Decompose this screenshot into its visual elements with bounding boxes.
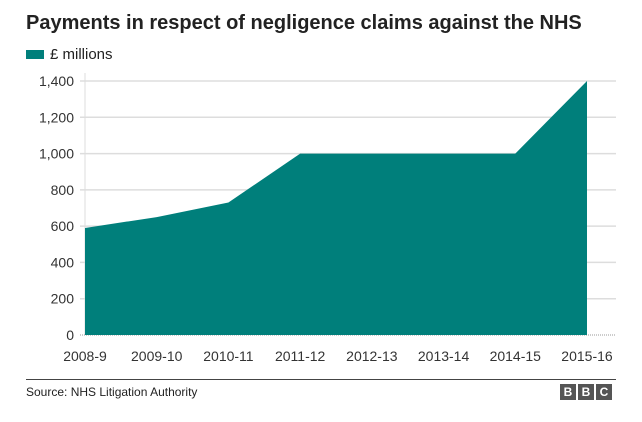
y-tick-label: 600 (51, 218, 75, 234)
area-chart: 0 200 400 600 800 1,000 1,200 1,400 2008-9 2009-1… (39, 73, 616, 364)
y-tick-label: 1,000 (39, 146, 74, 162)
source-text: Source: NHS Litigation Authority (26, 385, 198, 399)
y-tick-label: 0 (66, 327, 74, 343)
x-tick-label: 2014-15 (490, 348, 542, 364)
x-tick-label: 2010-11 (203, 348, 254, 364)
bbc-logo-letter: B (578, 384, 594, 400)
y-tick-label: 200 (51, 291, 75, 307)
y-tick-label: 1,400 (39, 73, 74, 89)
x-tick-label: 2008-9 (63, 348, 107, 364)
bbc-logo-letter: C (596, 384, 612, 400)
footer-divider (26, 379, 616, 380)
bbc-logo: B B C (560, 384, 612, 400)
legend: £ millions (26, 46, 113, 63)
x-tick-label: 2015-16 (561, 348, 613, 364)
y-tick-label: 400 (51, 254, 75, 270)
y-tick-label: 1,200 (39, 109, 74, 125)
bbc-logo-letter: B (560, 384, 576, 400)
x-tick-label: 2013-14 (418, 348, 470, 364)
area-series (85, 81, 587, 335)
chart-title: Payments in respect of negligence claims… (26, 12, 582, 34)
x-tick-label: 2012-13 (346, 348, 398, 364)
y-tick-label: 800 (51, 182, 75, 198)
x-tick-label: 2011-12 (275, 348, 326, 364)
x-tick-label: 2009-10 (131, 348, 183, 364)
legend-label: £ millions (50, 46, 113, 63)
legend-swatch (26, 50, 44, 59)
